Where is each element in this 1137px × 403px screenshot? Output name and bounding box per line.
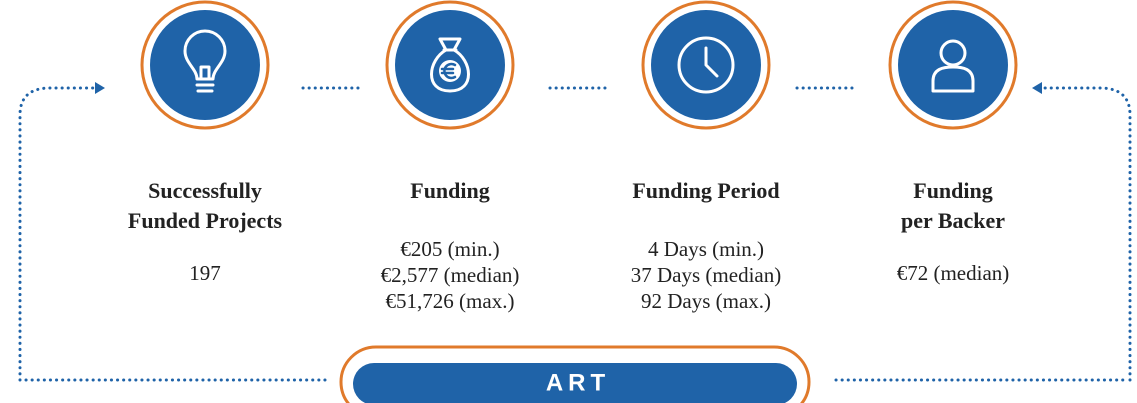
item-value: €72 (median) <box>897 261 1010 285</box>
left-connector <box>18 86 97 382</box>
item-value: 92 Days (max.) <box>641 289 771 313</box>
item-value: 4 Days (min.) <box>648 237 764 261</box>
item-title: Funding <box>410 178 490 203</box>
clock-icon <box>677 36 735 94</box>
person-icon <box>931 39 975 93</box>
money-bag-icon <box>430 37 470 93</box>
item-value: €51,726 (max.) <box>386 289 515 313</box>
item-value: €2,577 (median) <box>381 263 520 287</box>
arrow <box>1032 82 1042 94</box>
item-value: €205 (min.) <box>400 237 499 261</box>
item-value: 197 <box>189 261 221 285</box>
item-title: Funded Projects <box>128 208 283 233</box>
item-value: 37 Days (median) <box>631 263 781 287</box>
item-title: Successfully <box>148 178 262 203</box>
banner-label: ART <box>546 369 610 396</box>
icons <box>183 29 975 94</box>
right-connector <box>1040 86 1132 382</box>
arrow <box>95 82 105 94</box>
banner-group: ART <box>339 345 811 403</box>
banner-fill <box>353 363 797 403</box>
item-title: per Backer <box>901 208 1005 233</box>
item-title: Funding <box>913 178 993 203</box>
item-title: Funding Period <box>632 178 779 203</box>
connectors <box>18 82 1132 382</box>
icon-disc <box>150 10 260 120</box>
bulb-icon <box>183 29 227 93</box>
